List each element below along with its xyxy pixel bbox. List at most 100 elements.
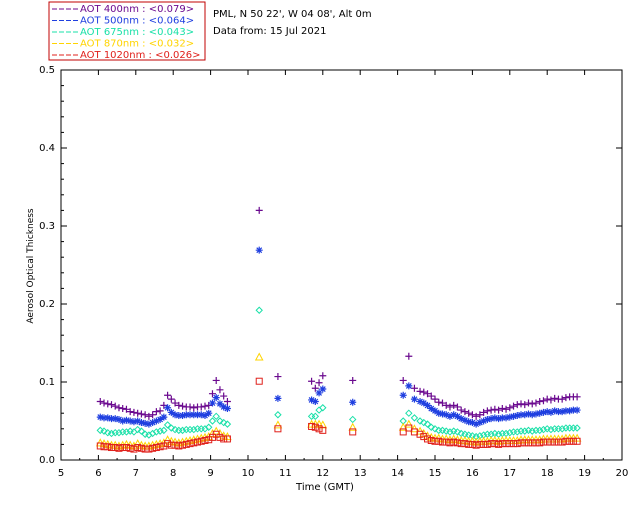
data-point [115,415,123,423]
data-point [348,422,358,431]
data-point [539,397,547,405]
data-point [420,418,428,427]
data-point [319,372,327,380]
data-point [558,438,566,446]
data-point [156,427,164,435]
data-point [134,417,142,425]
data-point [532,399,540,407]
data-point [152,428,161,436]
data-point [167,395,175,403]
data-point [194,411,202,419]
data-point [186,403,194,411]
data-point [223,405,231,413]
data-point [435,398,443,406]
data-point [186,440,194,448]
data-point [410,414,419,422]
data-point [410,395,418,403]
data-point [424,401,432,409]
data-point [405,382,413,390]
data-point [315,379,323,387]
data-point [510,412,518,420]
data-point [197,403,205,411]
data-point [122,405,130,413]
data-point [513,428,521,436]
data-point [521,411,529,419]
data-point [457,440,465,448]
data-point [405,409,413,417]
data-point [543,438,551,446]
data-point [521,439,529,447]
data-point [311,423,319,431]
data-point [483,407,491,415]
data-point [190,425,198,434]
data-point [532,439,540,447]
data-point [525,410,532,418]
data-point [212,412,220,421]
x-tick-label: 8 [170,468,176,479]
data-point [175,442,183,450]
data-point [569,437,577,445]
legend-entry: AOT 400nm : <0.079> [80,4,194,15]
data-point [442,438,450,446]
data-point [186,411,194,419]
data-point [130,408,138,416]
legend-box [48,1,206,61]
data-point [420,388,428,396]
data-point [438,399,446,407]
data-point [461,440,469,448]
data-point [431,395,439,403]
data-point [457,406,465,414]
data-point [160,401,168,409]
data-point [539,438,547,446]
data-point [186,425,194,434]
data-point [450,438,458,446]
data-point [100,414,108,422]
data-point [111,415,119,423]
data-point [558,425,566,433]
data-point [476,411,484,419]
data-point [431,407,439,415]
data-point [104,443,112,451]
data-point [215,428,225,437]
data-point [528,411,536,419]
data-point [156,407,164,415]
data-point [149,411,157,419]
data-point [190,411,198,419]
legend-entry: AOT 1020nm : <0.026> [80,50,200,61]
data-point [134,409,142,417]
data-point [126,417,134,425]
data-point [208,399,216,407]
x-tick-label: 17 [503,468,516,479]
data-point [513,440,521,448]
data-point [141,419,149,427]
data-point [274,394,282,402]
data-point [349,376,357,384]
data-point [446,428,454,436]
data-point [435,437,443,445]
data-point [319,426,327,434]
data-point [410,384,418,392]
data-point [96,398,104,405]
data-point [405,352,413,360]
y-tick-label: 0.0 [39,455,55,466]
x-tick-label: 7 [133,468,139,479]
data-point [197,411,205,419]
data-point [551,394,559,402]
data-point [536,426,544,435]
data-point [495,406,503,414]
data-point [399,391,407,399]
data-point [223,420,232,428]
data-point [315,425,323,433]
data-point [205,423,213,431]
data-point [461,408,469,416]
data-point [510,440,518,448]
data-point [315,389,323,397]
x-tick-label: 5 [58,468,64,479]
data-point [491,440,499,448]
data-point [163,421,172,429]
data-point [562,437,570,445]
data-point [152,417,160,425]
data-point [506,428,514,437]
data-point [480,417,488,425]
